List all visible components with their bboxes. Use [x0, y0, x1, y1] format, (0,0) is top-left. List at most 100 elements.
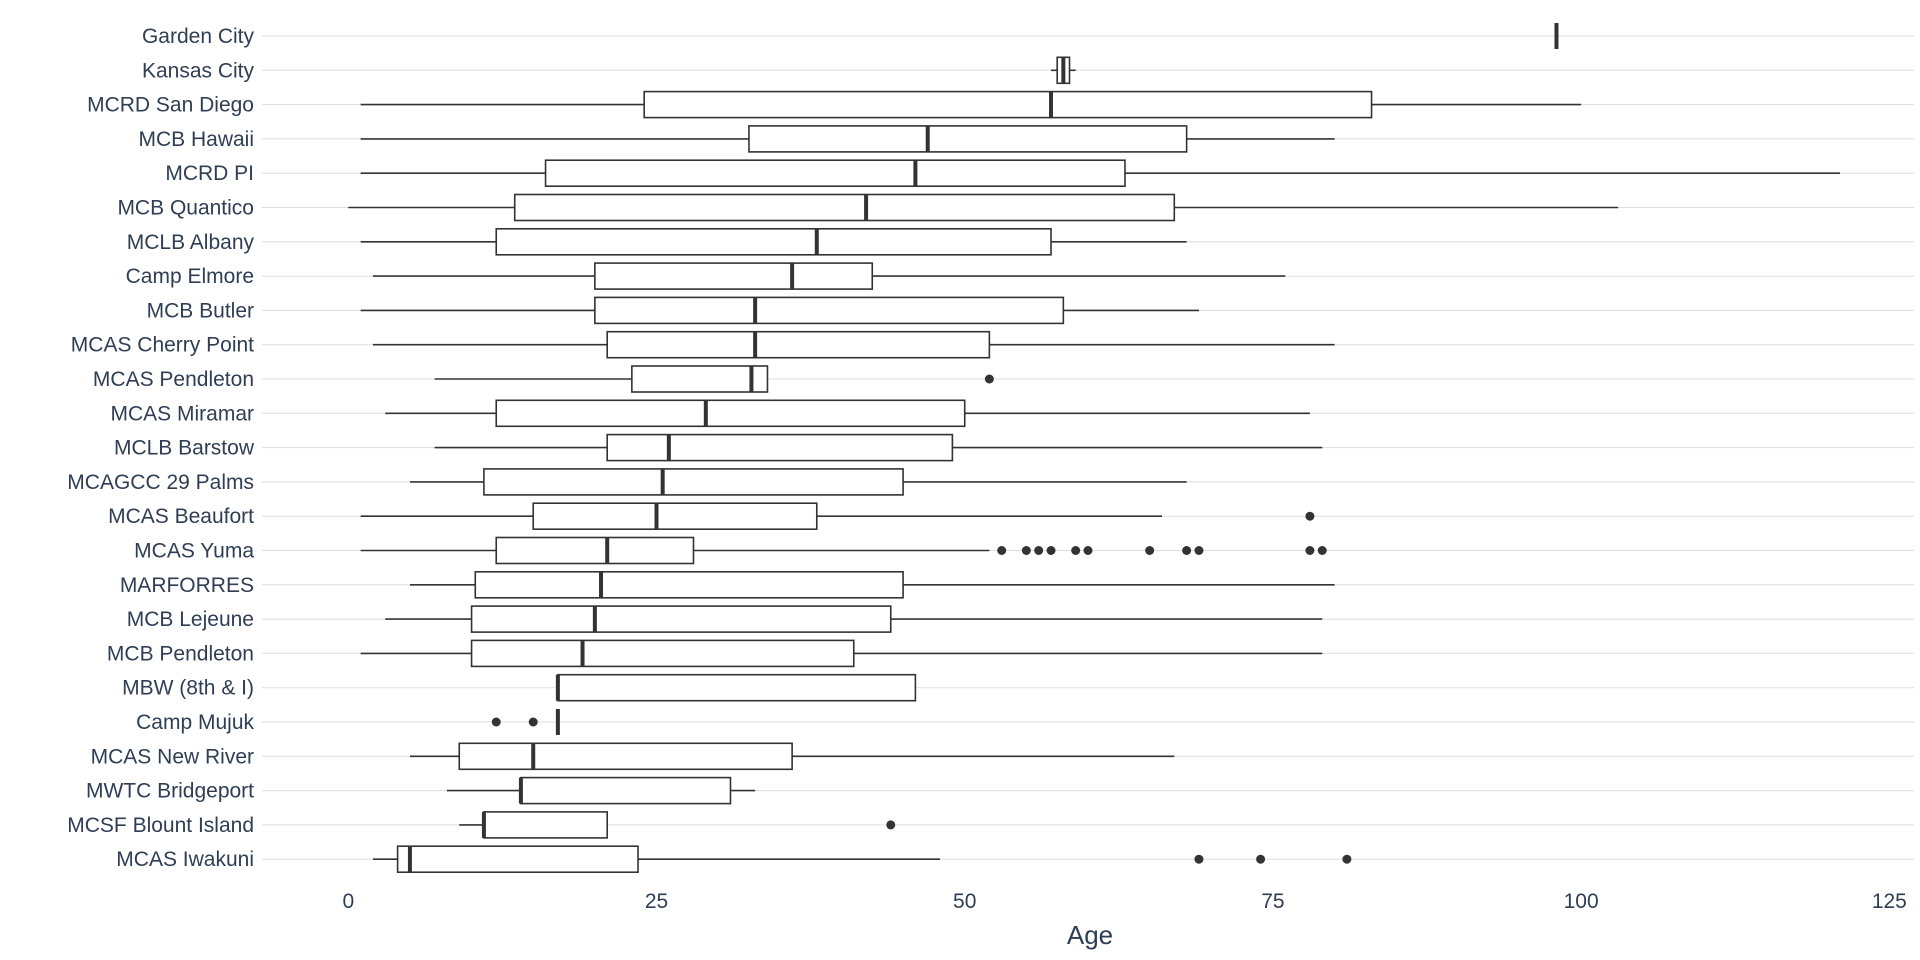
outlier-point	[1194, 854, 1204, 864]
box-iqr	[474, 570, 904, 599]
box-iqr	[470, 605, 892, 633]
box-iqr	[748, 125, 1188, 153]
outlier-point	[491, 717, 501, 727]
box-iqr	[495, 399, 966, 428]
box-iqr	[643, 90, 1373, 119]
y-tick-label: MCAS Miramar	[110, 402, 254, 425]
y-tick-label: MCAS Pendleton	[93, 368, 254, 391]
box-iqr	[396, 845, 639, 874]
box-group	[372, 262, 1286, 290]
box-group	[446, 776, 756, 805]
box-iqr	[606, 433, 954, 462]
outlier-point	[1071, 546, 1081, 555]
box-group	[372, 330, 1335, 359]
box-group	[409, 468, 1187, 496]
x-tick-label: 125	[1872, 890, 1907, 913]
outlier-point	[1305, 546, 1315, 555]
box-group	[360, 159, 1841, 187]
box-iqr	[470, 639, 855, 668]
box-iqr	[594, 262, 874, 290]
y-tick-label: Garden City	[142, 25, 255, 48]
box-group	[360, 536, 1327, 565]
box-iqr	[458, 742, 793, 771]
y-tick-label: MCAS Iwakuni	[116, 848, 254, 871]
box-group	[555, 673, 917, 702]
y-axis-labels: Garden City Kansas City MCRD San Diego MCB …	[67, 25, 255, 871]
x-tick-label: 25	[645, 890, 668, 913]
outlier-point	[1194, 546, 1204, 555]
y-tick-label: MCSF Blount Island	[67, 814, 254, 837]
y-tick-label: MCLB Albany	[127, 231, 255, 254]
y-tick-label: MCRD San Diego	[87, 94, 254, 117]
box-iqr	[594, 296, 1065, 325]
x-axis-title: Age	[1067, 920, 1113, 950]
box-group	[360, 296, 1199, 325]
y-tick-label: MCAS Cherry Point	[71, 334, 254, 357]
outlier-point	[984, 374, 994, 384]
box-iqr	[483, 811, 608, 839]
x-tick-label: 100	[1564, 890, 1599, 913]
box-group	[1051, 56, 1076, 85]
y-tick-label: Kansas City	[142, 59, 255, 82]
y-tick-label: MARFORRES	[120, 574, 254, 597]
x-axis: 0 25 50 75 100 125	[342, 890, 1906, 913]
outlier-point	[528, 717, 538, 727]
y-tick-label: MBW (8th & I)	[122, 677, 254, 700]
box-group	[360, 125, 1335, 153]
outlier-point	[1305, 511, 1315, 521]
plot-area	[348, 23, 1841, 874]
y-tick-label: MCAS Beaufort	[108, 505, 254, 528]
box-group	[360, 502, 1315, 531]
y-tick-label: MWTC Bridgeport	[86, 780, 254, 803]
box-iqr	[495, 536, 695, 565]
y-tick-label: MCB Butler	[147, 299, 254, 322]
outlier-point	[1317, 546, 1327, 555]
outlier-point	[1182, 546, 1192, 555]
box-group	[434, 365, 994, 393]
box-iqr	[544, 159, 1126, 187]
y-tick-label: Camp Elmore	[126, 265, 254, 288]
y-tick-label: Camp Mujuk	[136, 711, 254, 734]
y-tick-label: MCRD PI	[165, 162, 254, 185]
box-iqr	[606, 330, 991, 359]
outlier-point	[1034, 546, 1044, 555]
y-tick-label: MCB Quantico	[117, 197, 254, 220]
box-group	[348, 193, 1619, 222]
outlier-point	[1046, 546, 1056, 555]
box-group	[360, 639, 1323, 668]
y-tick-label: MCAS New River	[91, 745, 254, 768]
box-group	[491, 709, 560, 735]
box-group	[385, 605, 1323, 633]
outlier-point	[886, 820, 896, 830]
box-iqr	[513, 193, 1176, 222]
box-iqr	[557, 673, 917, 702]
box-iqr	[495, 228, 1052, 256]
y-tick-label: MCB Pendleton	[107, 642, 254, 665]
y-tick-label: MCB Lejeune	[127, 608, 254, 631]
box-group	[434, 433, 1323, 462]
outlier-point	[1145, 546, 1155, 555]
x-tick-label: 50	[953, 890, 976, 913]
box-group	[360, 228, 1187, 256]
box-iqr	[520, 776, 732, 805]
box-iqr	[631, 365, 769, 393]
box-group	[385, 399, 1310, 428]
outlier-point	[1342, 854, 1352, 864]
box-group	[372, 845, 1352, 874]
box-group	[409, 742, 1175, 771]
box-iqr	[483, 468, 904, 496]
outlier-point	[1256, 854, 1266, 864]
outlier-point	[1083, 546, 1093, 555]
y-tick-label: MCAS Yuma	[134, 540, 254, 563]
y-tick-label: MCLB Barstow	[114, 437, 255, 460]
box-group	[409, 570, 1335, 599]
x-tick-label: 0	[342, 890, 354, 913]
y-tick-label: MCB Hawaii	[138, 128, 254, 151]
x-tick-label: 75	[1261, 890, 1284, 913]
box-group	[459, 811, 896, 839]
box-group	[360, 90, 1582, 119]
y-tick-label: MCAGCC 29 Palms	[67, 471, 254, 494]
outlier-point	[997, 546, 1007, 555]
